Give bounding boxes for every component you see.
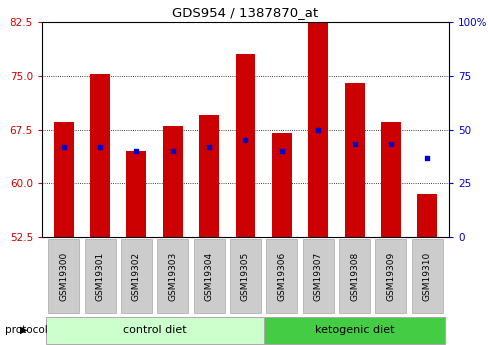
FancyBboxPatch shape <box>266 238 297 314</box>
Point <box>350 141 358 147</box>
Text: control diet: control diet <box>122 325 186 335</box>
Bar <box>163 126 183 237</box>
Point <box>386 141 394 147</box>
Bar <box>416 194 436 237</box>
Bar <box>126 151 146 237</box>
FancyBboxPatch shape <box>84 238 115 314</box>
FancyBboxPatch shape <box>411 238 442 314</box>
FancyBboxPatch shape <box>375 238 406 314</box>
Text: GSM19304: GSM19304 <box>204 252 213 300</box>
FancyBboxPatch shape <box>263 316 445 344</box>
FancyBboxPatch shape <box>45 316 263 344</box>
Bar <box>271 133 291 237</box>
Bar <box>54 122 74 237</box>
Text: GSM19300: GSM19300 <box>59 252 68 300</box>
Text: ▶: ▶ <box>20 325 27 335</box>
Text: GSM19302: GSM19302 <box>132 252 141 300</box>
Point <box>96 145 104 150</box>
Bar <box>307 11 327 237</box>
FancyBboxPatch shape <box>48 238 79 314</box>
Text: GSM19306: GSM19306 <box>277 252 286 300</box>
Point <box>423 155 430 161</box>
Point <box>205 145 213 150</box>
FancyBboxPatch shape <box>302 238 333 314</box>
Point <box>132 148 140 154</box>
Text: protocol: protocol <box>5 325 47 335</box>
FancyBboxPatch shape <box>193 238 224 314</box>
Text: GSM19309: GSM19309 <box>386 252 395 300</box>
Text: GSM19305: GSM19305 <box>241 252 249 300</box>
Point <box>277 148 285 154</box>
Bar <box>344 83 364 237</box>
FancyBboxPatch shape <box>157 238 188 314</box>
Title: GDS954 / 1387870_at: GDS954 / 1387870_at <box>172 7 318 19</box>
Text: GSM19310: GSM19310 <box>422 252 431 300</box>
Text: ketogenic diet: ketogenic diet <box>314 325 393 335</box>
Text: GSM19308: GSM19308 <box>349 252 358 300</box>
FancyBboxPatch shape <box>229 238 261 314</box>
Point <box>314 127 322 132</box>
Text: GSM19301: GSM19301 <box>96 252 104 300</box>
Text: GSM19303: GSM19303 <box>168 252 177 300</box>
Point <box>60 145 67 150</box>
FancyBboxPatch shape <box>338 238 369 314</box>
Bar <box>235 54 255 237</box>
Bar <box>199 115 219 237</box>
Point <box>241 138 249 143</box>
Point <box>168 148 176 154</box>
FancyBboxPatch shape <box>121 238 152 314</box>
Bar <box>90 74 110 237</box>
Bar <box>380 122 400 237</box>
Text: GSM19307: GSM19307 <box>313 252 322 300</box>
